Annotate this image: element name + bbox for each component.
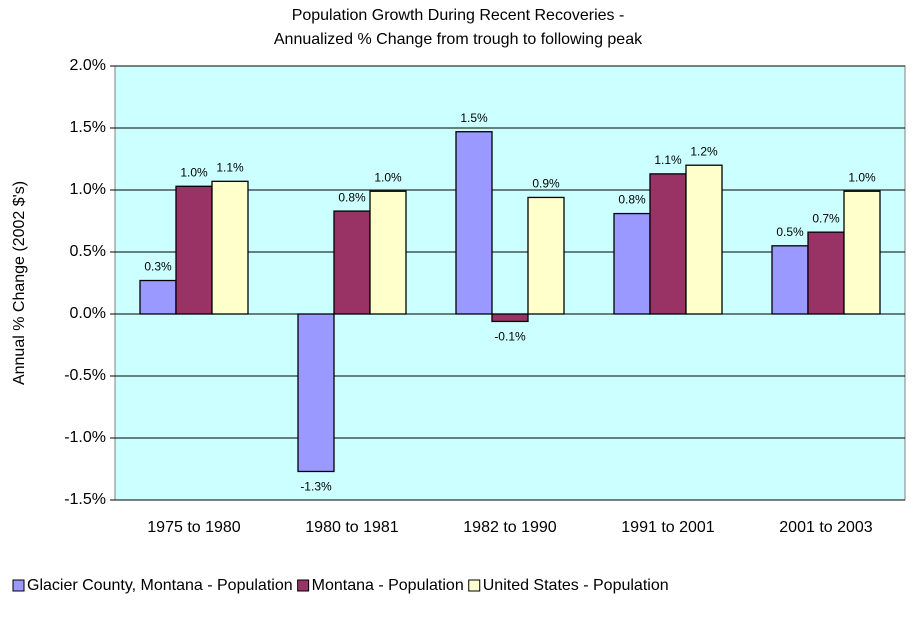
bar xyxy=(491,313,529,323)
legend-label: United States - Population xyxy=(483,577,669,594)
y-tick-label: 1.0% xyxy=(70,181,106,198)
y-tick-label: 0.5% xyxy=(70,243,106,260)
x-tick-label: 1982 to 1990 xyxy=(463,519,557,536)
value-label: 1.1% xyxy=(654,153,682,167)
value-label: -1.3% xyxy=(300,480,332,494)
value-label: 0.8% xyxy=(338,190,366,204)
value-label: 1.0% xyxy=(180,165,208,179)
value-label: 1.1% xyxy=(216,160,244,174)
bar xyxy=(613,212,651,315)
bar xyxy=(139,279,177,315)
x-tick-label: 1991 to 2001 xyxy=(621,519,715,536)
value-label: 1.5% xyxy=(460,111,488,125)
legend-swatch xyxy=(468,579,481,592)
y-tick-label: 1.5% xyxy=(70,119,106,136)
bar xyxy=(333,210,371,315)
bar xyxy=(685,164,723,315)
value-label: 0.7% xyxy=(812,211,840,225)
bar xyxy=(843,190,881,315)
bar xyxy=(807,231,845,315)
legend-swatch xyxy=(12,579,25,592)
bar xyxy=(297,313,335,473)
bar xyxy=(771,245,809,315)
value-label: -0.1% xyxy=(494,330,526,344)
y-tick-label: 0.0% xyxy=(70,305,106,322)
value-label: 0.9% xyxy=(532,177,560,191)
bar xyxy=(211,180,249,315)
value-label: 1.2% xyxy=(690,144,718,158)
y-axis-label: Annual % Change (2002 $'s) xyxy=(11,181,28,385)
legend-label: Montana - Population xyxy=(312,577,464,594)
legend-label: Glacier County, Montana - Population xyxy=(27,577,293,594)
value-label: 0.5% xyxy=(776,225,804,239)
value-label: 1.0% xyxy=(374,170,402,184)
legend-swatch xyxy=(297,579,310,592)
value-label: 0.3% xyxy=(144,260,172,274)
y-tick-label: 2.0% xyxy=(70,57,106,74)
chart-subtitle: Annualized % Change from trough to follo… xyxy=(274,31,643,48)
value-label: 0.8% xyxy=(618,193,646,207)
value-label: 1.0% xyxy=(848,170,876,184)
bar xyxy=(649,173,687,315)
x-tick-label: 1975 to 1980 xyxy=(147,519,241,536)
x-tick-label: 2001 to 2003 xyxy=(779,519,873,536)
bar xyxy=(369,190,407,315)
y-tick-label: -1.5% xyxy=(64,491,106,508)
x-tick-label: 1980 to 1981 xyxy=(305,519,399,536)
y-tick-label: -0.5% xyxy=(64,367,106,384)
y-tick-label: -1.0% xyxy=(64,429,106,446)
bar xyxy=(175,185,213,315)
bar xyxy=(455,131,493,315)
bar xyxy=(527,196,565,315)
chart-title: Population Growth During Recent Recoveri… xyxy=(292,7,625,24)
